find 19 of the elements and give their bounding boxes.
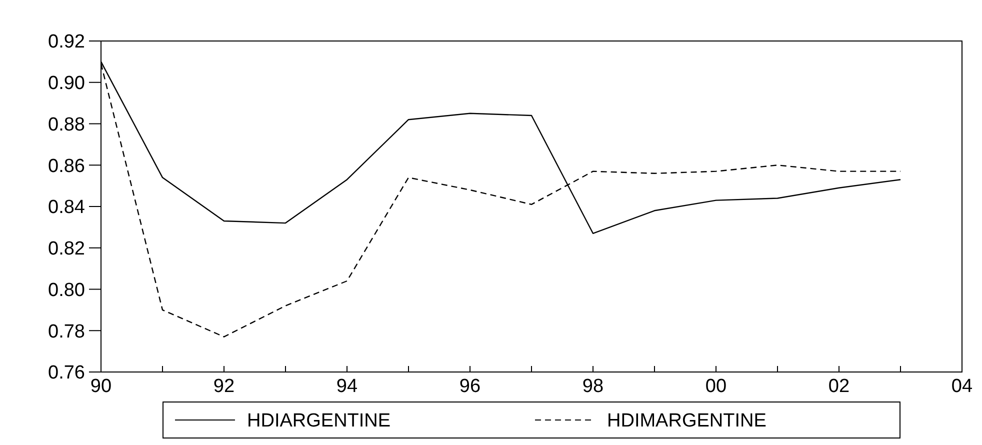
x-tick-label: 96 — [459, 376, 481, 397]
x-tick-label: 94 — [336, 376, 358, 397]
y-tick-label: 0.78 — [48, 321, 85, 342]
x-tick-label: 02 — [828, 376, 850, 397]
y-tick-label: 0.84 — [48, 197, 86, 218]
legend-label: HDIARGENTINE — [247, 410, 391, 432]
y-tick-label: 0.88 — [48, 114, 85, 136]
y-tick-label: 0.86 — [48, 156, 85, 177]
y-tick-label: 0.80 — [48, 280, 85, 301]
legend-label: HDIMARGENTINE — [607, 410, 766, 432]
x-tick-label: 98 — [582, 376, 604, 397]
x-tick-label: 90 — [90, 376, 112, 397]
y-tick-label: 0.76 — [48, 362, 85, 384]
y-tick-label: 0.82 — [48, 238, 85, 260]
y-tick-label: 0.90 — [48, 73, 85, 94]
x-tick-label: 00 — [705, 376, 727, 397]
y-tick-label: 0.92 — [48, 32, 85, 53]
x-tick-label: 92 — [213, 376, 235, 397]
x-tick-label: 04 — [951, 376, 973, 397]
